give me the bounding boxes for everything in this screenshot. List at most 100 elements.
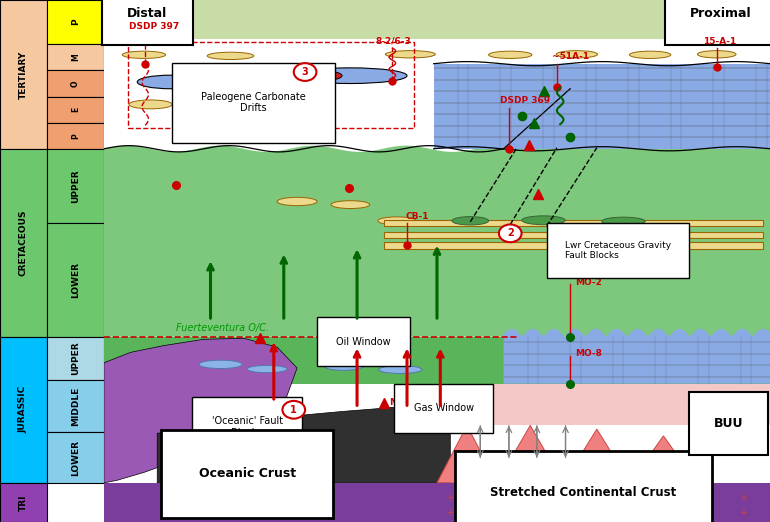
Text: BUU: BUU: [714, 418, 744, 430]
Bar: [437, 483, 770, 522]
Text: +: +: [739, 507, 748, 518]
Text: 15-A-1: 15-A-1: [704, 37, 737, 46]
Ellipse shape: [522, 216, 565, 225]
Text: 1: 1: [290, 405, 297, 415]
Text: LOWER: LOWER: [71, 440, 80, 476]
Text: CRETACEOUS: CRETACEOUS: [19, 209, 28, 276]
Text: JURASSIC: JURASSIC: [19, 386, 28, 433]
Bar: [47, 123, 104, 149]
Text: Lwr Cretaceous Gravity
Fault Blocks: Lwr Cretaceous Gravity Fault Blocks: [565, 241, 671, 260]
Bar: [0, 337, 47, 483]
Ellipse shape: [277, 197, 317, 206]
Text: DSDP 369: DSDP 369: [500, 97, 551, 105]
Polygon shape: [437, 425, 497, 483]
Text: P: P: [71, 19, 80, 26]
Bar: [104, 483, 770, 522]
Text: ~51A-1: ~51A-1: [551, 52, 588, 61]
Text: Fuerteventura O/C.: Fuerteventura O/C.: [176, 323, 269, 333]
Text: UPPER: UPPER: [71, 169, 80, 203]
Text: TRI: TRI: [19, 494, 28, 511]
Text: +: +: [520, 507, 527, 518]
Bar: [383, 242, 763, 248]
Ellipse shape: [214, 77, 274, 89]
Bar: [47, 0, 104, 44]
Text: +: +: [447, 493, 454, 503]
Bar: [47, 97, 104, 123]
Text: +: +: [556, 493, 564, 503]
Bar: [47, 432, 104, 483]
Text: +: +: [629, 493, 638, 503]
Bar: [434, 64, 770, 149]
Ellipse shape: [452, 217, 489, 225]
Text: +: +: [629, 507, 638, 518]
Text: DSDP 397: DSDP 397: [129, 21, 179, 31]
Ellipse shape: [331, 201, 370, 209]
Text: M: M: [71, 54, 80, 61]
Ellipse shape: [324, 362, 363, 371]
Polygon shape: [630, 436, 697, 483]
Text: TERTIARY: TERTIARY: [19, 50, 28, 99]
Ellipse shape: [379, 366, 422, 374]
Text: +: +: [703, 493, 711, 503]
Bar: [47, 44, 104, 70]
Text: Paleogene Carbonate
Drifts: Paleogene Carbonate Drifts: [202, 92, 306, 113]
Text: +: +: [483, 493, 491, 503]
Text: Oceanic Crust: Oceanic Crust: [199, 468, 296, 480]
Text: P: P: [71, 133, 80, 139]
Text: Distal: Distal: [127, 7, 168, 20]
Bar: [0, 149, 47, 337]
Ellipse shape: [629, 51, 671, 58]
Ellipse shape: [306, 71, 342, 80]
Bar: [47, 337, 104, 380]
Text: MIDDLE: MIDDLE: [71, 386, 80, 426]
Text: +: +: [556, 507, 564, 518]
Text: +: +: [483, 507, 491, 518]
Ellipse shape: [378, 217, 417, 225]
Text: +: +: [520, 493, 527, 503]
Polygon shape: [504, 329, 770, 384]
Ellipse shape: [207, 52, 254, 60]
Polygon shape: [104, 338, 297, 483]
Ellipse shape: [698, 51, 736, 58]
Ellipse shape: [385, 51, 435, 58]
Bar: [383, 231, 763, 238]
Ellipse shape: [199, 360, 242, 369]
Text: O: O: [71, 80, 80, 87]
Ellipse shape: [203, 101, 246, 110]
Ellipse shape: [294, 68, 407, 84]
Polygon shape: [564, 429, 630, 483]
Text: MZ-1: MZ-1: [389, 398, 414, 408]
Text: LOWER: LOWER: [71, 262, 80, 298]
Ellipse shape: [129, 100, 172, 109]
Ellipse shape: [122, 51, 166, 58]
Text: Proximal: Proximal: [690, 7, 752, 20]
Bar: [383, 219, 763, 227]
Text: 8-2/6-3: 8-2/6-3: [376, 37, 411, 46]
Text: MO-8: MO-8: [575, 349, 602, 359]
Ellipse shape: [556, 51, 598, 58]
Ellipse shape: [489, 51, 532, 58]
Polygon shape: [497, 425, 564, 483]
Text: E: E: [71, 107, 80, 112]
Ellipse shape: [247, 365, 287, 373]
Circle shape: [499, 224, 521, 242]
Text: +: +: [593, 493, 601, 503]
Bar: [104, 0, 770, 39]
Bar: [0, 483, 47, 522]
Text: +: +: [666, 507, 674, 518]
Text: +: +: [666, 493, 674, 503]
Text: +: +: [447, 507, 454, 518]
Circle shape: [294, 63, 316, 81]
Polygon shape: [157, 403, 450, 483]
Text: 'Oceanic' Fault
Blocks: 'Oceanic' Fault Blocks: [212, 416, 283, 438]
Bar: [437, 384, 770, 425]
Text: +: +: [739, 493, 748, 503]
Text: CB-1: CB-1: [405, 212, 428, 221]
Bar: [47, 149, 104, 223]
Bar: [47, 380, 104, 432]
Bar: [47, 223, 104, 337]
Circle shape: [283, 401, 305, 419]
Bar: [0, 0, 47, 149]
Text: +: +: [703, 507, 711, 518]
Text: 2: 2: [507, 228, 514, 239]
